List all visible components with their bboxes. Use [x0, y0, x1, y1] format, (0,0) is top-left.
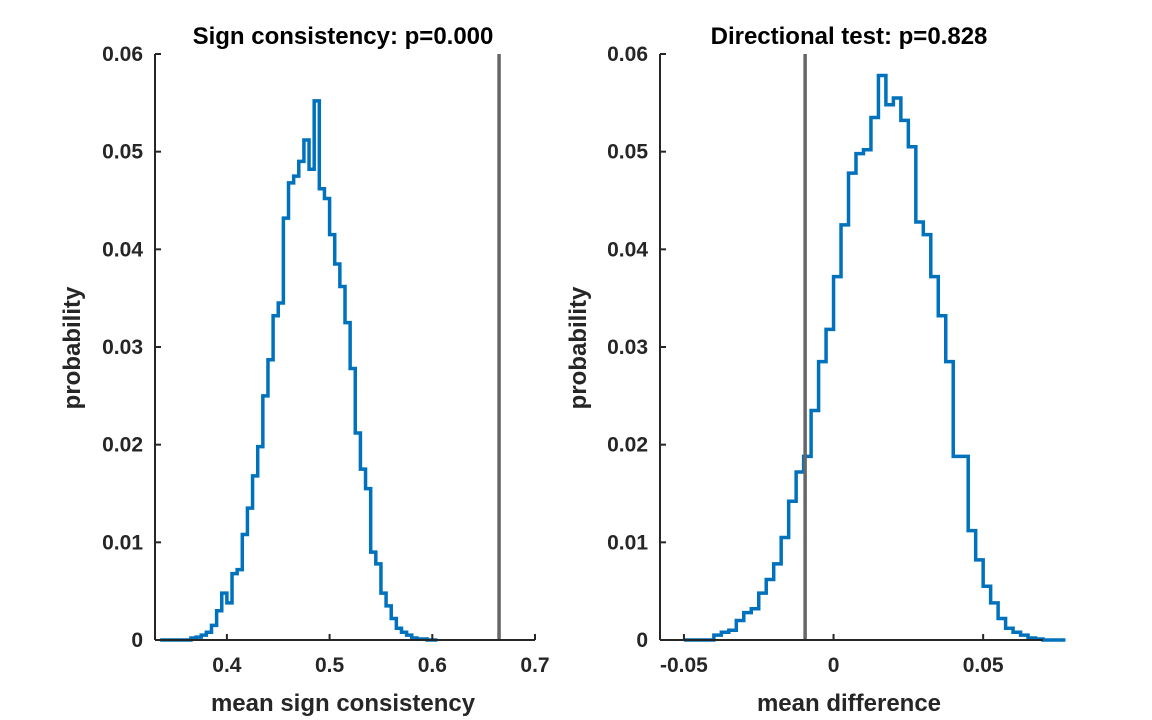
y-tick-label: 0.03 [102, 336, 143, 359]
y-tick-label: 0.06 [102, 43, 143, 66]
y-axis-label: probability [565, 286, 592, 409]
y-tick-label: 0.02 [607, 434, 648, 457]
panel-directional-test: Directional test: p=0.828 mean differenc… [565, 23, 1066, 717]
y-tick-label: 0.05 [102, 141, 143, 164]
y-tick-label: 0.06 [607, 43, 648, 66]
y-tick-label: 0 [636, 629, 648, 652]
y-axis-label: probability [59, 286, 86, 409]
y-tick-label: 0 [131, 629, 143, 652]
chart-title: Directional test: p=0.828 [711, 23, 988, 50]
x-tick-label: 0.6 [418, 654, 447, 677]
y-tick-label: 0.02 [102, 434, 143, 457]
panel-sign-consistency: Sign consistency: p=0.000 mean sign cons… [59, 23, 550, 717]
x-tick-label: 0.4 [212, 654, 242, 677]
x-axis-label: mean sign consistency [211, 690, 476, 717]
chart-title: Sign consistency: p=0.000 [193, 23, 494, 50]
histogram-series [683, 73, 1066, 642]
plot-area: 0 0.01 0.02 0.03 0.04 0.05 0.06 -0.05 0 0.05 [607, 43, 1066, 677]
y-tick-label: 0.03 [607, 336, 648, 359]
y-tick-label: 0.05 [607, 141, 648, 164]
x-axis-label: mean difference [757, 690, 941, 717]
plot-area: 0 0.01 0.02 0.03 0.04 0.05 0.06 0.4 0.5 0.6 0.7 [102, 43, 549, 677]
x-tick-label: 0.05 [963, 654, 1004, 677]
x-tick-label: 0 [828, 654, 840, 677]
y-tick-label: 0.04 [102, 238, 143, 261]
y-tick-label: 0.01 [607, 531, 648, 554]
x-tick-label: -0.05 [660, 654, 708, 677]
y-tick-label: 0.01 [102, 531, 143, 554]
x-tick-label: 0.5 [315, 654, 345, 677]
x-tick-label: 0.7 [520, 654, 549, 677]
histogram-series [160, 99, 438, 642]
y-tick-label: 0.04 [607, 238, 648, 261]
